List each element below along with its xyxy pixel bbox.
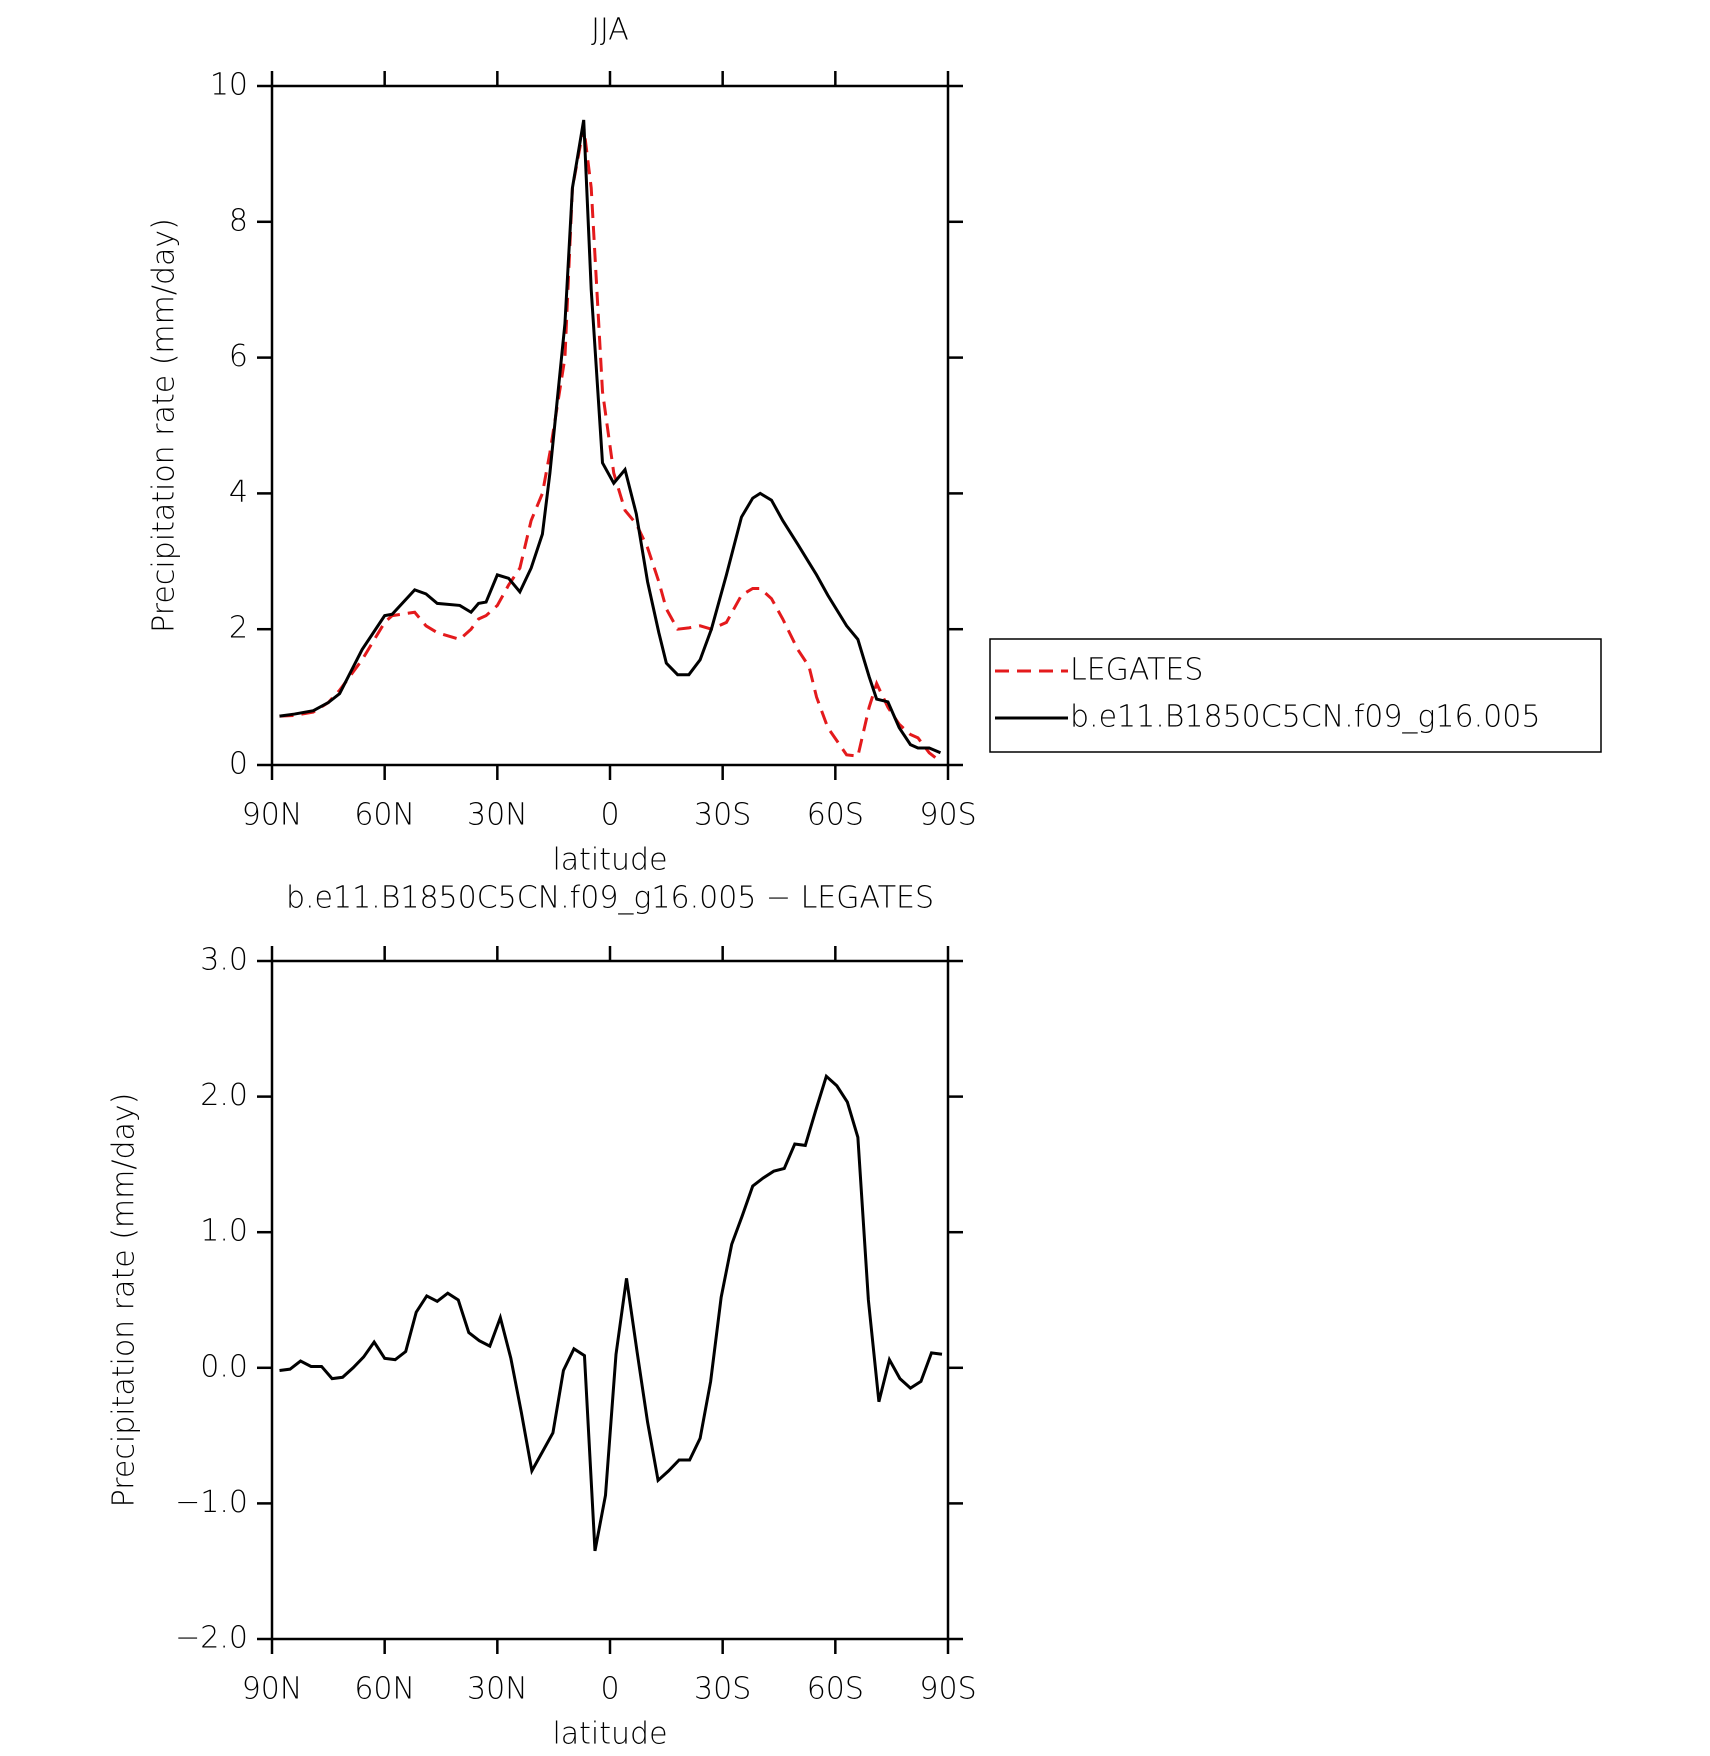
- y-tick-label: 10: [210, 68, 248, 103]
- x-tick-label: 0: [600, 1672, 619, 1707]
- x-tick-label: 90N: [242, 1672, 303, 1707]
- legend-label: LEGATES: [1070, 653, 1203, 688]
- legend-label: b.e11.B1850C5CN.f09_g16.005: [1070, 700, 1540, 735]
- plot-frame: [270, 959, 950, 1641]
- x-tick-label: 60S: [807, 798, 864, 833]
- x-tick-label: 30N: [467, 1672, 528, 1707]
- x-tick-label: 90S: [919, 1672, 976, 1707]
- x-tick-label: 90S: [919, 798, 976, 833]
- y-tick-label: 2: [229, 611, 248, 646]
- y-tick-label: −1.0: [175, 1485, 248, 1520]
- x-tick-label: 90N: [242, 798, 303, 833]
- y-tick-label: −2.0: [175, 1621, 248, 1656]
- x-tick-label: 30S: [694, 1672, 751, 1707]
- y-tick-label: 2.0: [200, 1078, 248, 1113]
- series-line: [279, 126, 942, 763]
- x-tick-label: 30N: [467, 798, 528, 833]
- y-axis-label: Precipitation rate (mm/day): [107, 1093, 142, 1508]
- y-tick-label: 0.0: [200, 1349, 248, 1384]
- x-tick-label: 60N: [354, 1672, 415, 1707]
- series-line: [279, 1073, 943, 1552]
- y-tick-label: 0: [229, 747, 248, 782]
- series-line: [279, 119, 942, 755]
- y-tick-label: 8: [229, 203, 248, 238]
- x-axis-label: latitude: [552, 1717, 667, 1752]
- y-tick-label: 3.0: [200, 943, 248, 978]
- chart-title: b.e11.B1850C5CN.f09_g16.005 − LEGATES: [286, 881, 934, 916]
- x-tick-label: 30S: [694, 798, 751, 833]
- x-axis-label: latitude: [552, 843, 667, 878]
- y-tick-label: 4: [229, 475, 248, 510]
- y-tick-label: 6: [229, 339, 248, 374]
- x-tick-label: 0: [600, 798, 619, 833]
- y-axis-label: Precipitation rate (mm/day): [147, 218, 182, 633]
- legend-box: [989, 638, 1602, 753]
- chart-title: JJA: [591, 13, 629, 48]
- x-tick-label: 60N: [354, 798, 415, 833]
- y-tick-label: 1.0: [200, 1214, 248, 1249]
- x-tick-label: 60S: [807, 1672, 864, 1707]
- plot-frame: [270, 84, 950, 767]
